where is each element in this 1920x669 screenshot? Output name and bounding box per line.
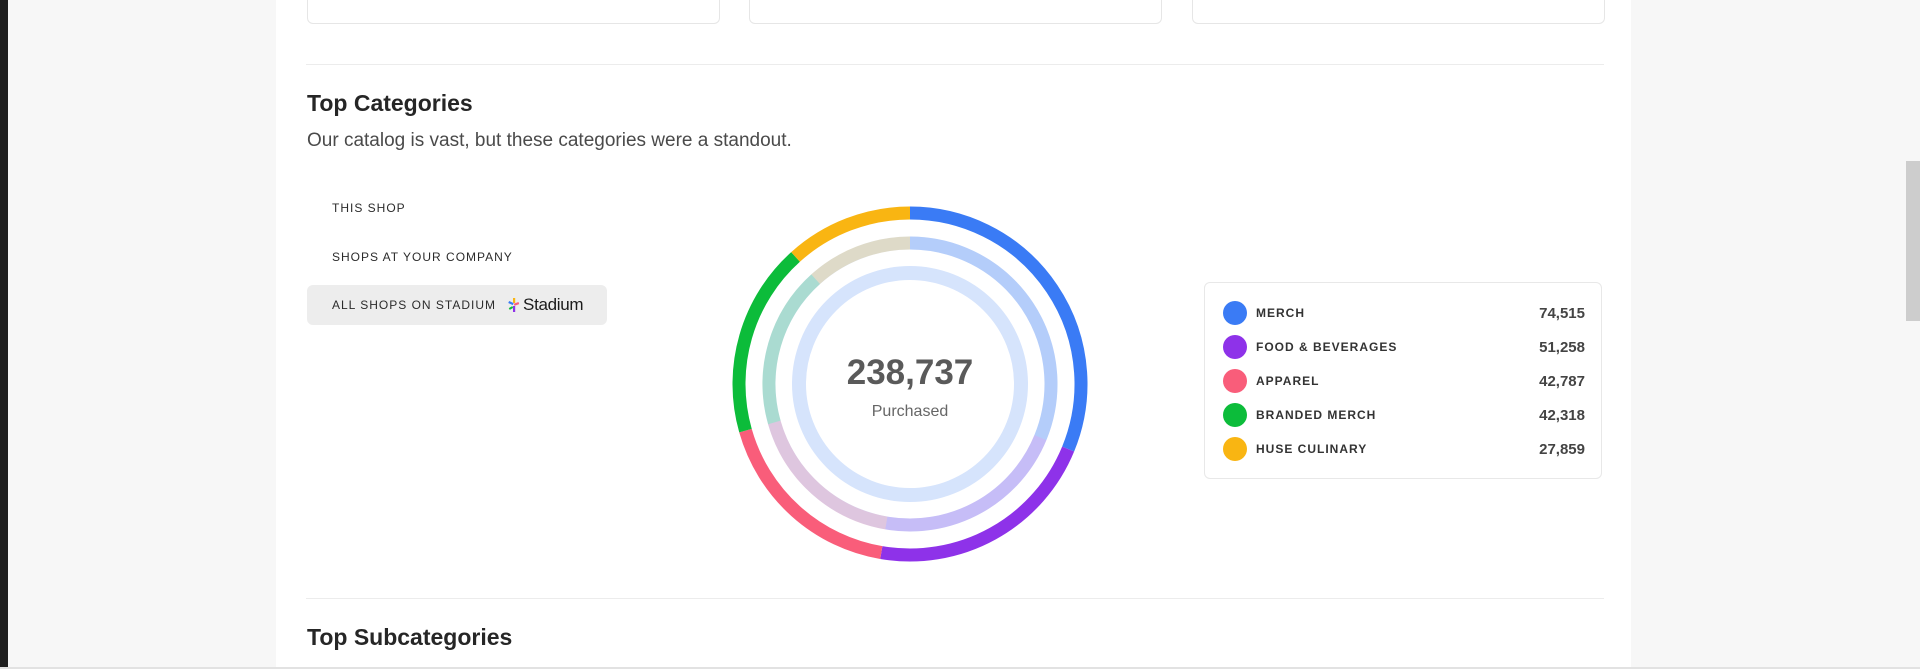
subcategories-title: Top Subcategories [307,624,513,650]
legend-label: MERCH [1256,306,1305,320]
donut-slice-branded-merch [732,252,800,433]
legend-item-branded-merch: BRANDED MERCH 42,318 [1223,401,1585,429]
stadium-logo-text: Stadium [523,295,584,314]
report-panel: Top Categories Our catalog is vast, but … [276,0,1631,669]
legend-value: 27,859 [1539,440,1585,458]
legend-item-merch: MERCH 74,515 [1223,299,1585,327]
legend-label: APPAREL [1256,374,1320,388]
section-divider [306,64,1604,65]
donut-slice-food-beverages-faded [885,435,1047,532]
tab-this-shop[interactable]: THIS SHOP [307,188,607,228]
donut-ring-track [792,266,1028,502]
tab-all-shops-on-stadium[interactable]: ALL SHOPS ON STADIUM Stadium [307,285,607,325]
total-purchased-label: Purchased [871,403,949,420]
legend-item-apparel: APPAREL 42,787 [1223,367,1585,395]
legend-label: HUSE CULINARY [1256,442,1368,456]
legend-color-dot [1223,403,1247,427]
vertical-scrollbar-thumb[interactable] [1906,161,1920,321]
donut-slice-branded-merch-faded [762,274,821,425]
stat-card [1192,0,1605,24]
donut-slice-huse-culinary [791,206,911,262]
legend-value: 42,787 [1539,372,1585,390]
donut-slice-merch-faded [909,236,1058,441]
tab-label: ALL SHOPS ON STADIUM [332,298,497,312]
donut-svg [732,206,1088,562]
legend-value: 42,318 [1539,406,1585,424]
donut-slice-merch [909,206,1088,452]
legend-label: BRANDED MERCH [1256,408,1377,422]
legend-item-huse-culinary: HUSE CULINARY 27,859 [1223,435,1585,463]
window-bottom-edge [0,667,1920,669]
donut-slice-apparel [739,428,883,559]
tab-shops-at-company[interactable]: SHOPS AT YOUR COMPANY [307,237,607,277]
stat-card [307,0,720,24]
legend-value: 51,258 [1539,338,1585,356]
legend-color-dot [1223,437,1247,461]
stadium-logo: Stadium [508,295,584,315]
legend-color-dot [1223,301,1247,325]
stat-card [749,0,1162,24]
legend-color-dot [1223,335,1247,359]
section-divider [306,598,1604,599]
legend-value: 74,515 [1539,304,1585,322]
tab-label: THIS SHOP [332,201,406,215]
window-left-edge [0,0,8,669]
categories-subtitle: Our catalog is vast, but these categorie… [307,130,792,151]
donut-slice-huse-culinary-faded [811,236,911,285]
legend-color-dot [1223,369,1247,393]
stadium-spark-icon [508,298,520,312]
total-purchased-value: 238,737 [846,353,974,392]
donut-ring-track [762,236,1058,532]
donut-slice-apparel-faded [768,420,888,530]
categories-donut-chart: 238,737 Purchased [729,203,1091,565]
category-legend: MERCH 74,515 FOOD & BEVERAGES 51,258 APP… [1204,282,1602,479]
categories-title: Top Categories [307,90,473,116]
tab-label: SHOPS AT YOUR COMPANY [332,250,513,264]
legend-label: FOOD & BEVERAGES [1256,340,1398,354]
donut-slice-food-beverages [880,446,1075,562]
legend-item-food-beverages: FOOD & BEVERAGES 51,258 [1223,333,1585,361]
